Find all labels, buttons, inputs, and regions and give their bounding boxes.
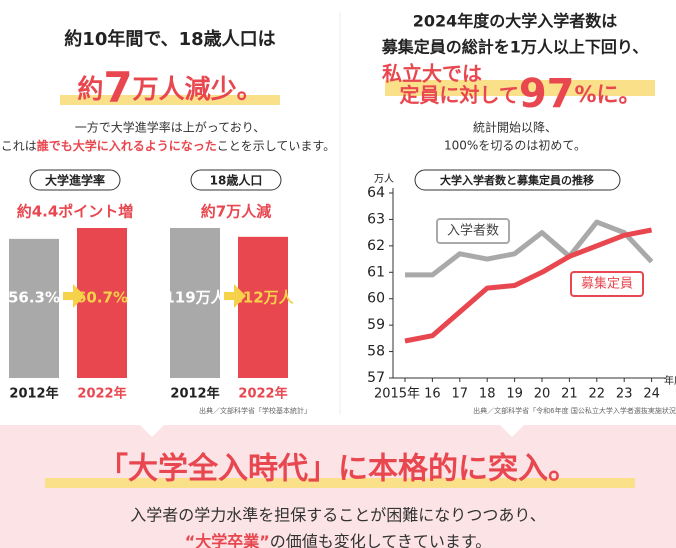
headline-part: %に。	[575, 83, 641, 108]
y-tick-label: 57	[367, 370, 385, 386]
x-tick-label: 18	[479, 387, 496, 402]
headline-part: 97	[519, 71, 575, 117]
source: 出典／文部科学省「学校基本統計」	[199, 406, 311, 415]
x-tick-label: 17	[452, 387, 469, 402]
highlight	[45, 478, 635, 488]
headline-part: 約	[77, 74, 103, 105]
highlight	[60, 95, 280, 105]
y-tick-label: 59	[367, 317, 385, 333]
lead: 2024年度の大学入学者数は	[413, 12, 618, 31]
series-line	[404, 227, 653, 344]
bar	[238, 236, 288, 378]
headline: 私立大では	[382, 62, 482, 86]
value-label: 112万人	[232, 289, 294, 307]
headline-part: 定員に対して	[399, 83, 518, 107]
x-tick-label: 20	[534, 387, 551, 402]
source: 出典／文部科学省「令和6年度 国公私立大学入学者選抜実施状況」	[473, 406, 676, 415]
series-line	[405, 219, 654, 278]
arrow	[224, 284, 246, 308]
chart-title: 18歳人口	[210, 173, 263, 188]
note-part: これは	[1, 139, 37, 153]
headline: 約7万人減少。	[77, 63, 262, 112]
note-part: ことを示しています。	[217, 139, 335, 153]
x-tick-label: 21	[561, 387, 578, 402]
x-tick-label: 16	[424, 387, 441, 402]
y-tick-label: 58	[367, 344, 385, 360]
bar	[170, 228, 220, 378]
note-part: 誰でも大学に入れるようになった	[37, 138, 217, 153]
x-tick-label: 2022年	[238, 386, 287, 402]
y-tick-label: 62	[367, 238, 385, 254]
x-tick-label: 2022年	[77, 386, 126, 402]
footer-text: 入学者の学力水準を担保することが困難になりつつあり、	[130, 506, 546, 525]
chart-subtitle: 約7万人減	[201, 203, 271, 221]
lead: 募集定員の総計を1万人以上下回り、	[381, 38, 649, 57]
note: 一方で大学進学率は上がっており、	[75, 120, 266, 135]
chart-title-pill	[29, 169, 121, 191]
highlight	[385, 80, 655, 96]
footer-title: 「大学全入時代」に本格的に突入。	[98, 452, 578, 487]
bar	[9, 238, 59, 378]
note: 100%を切るのは初めて。	[444, 139, 586, 153]
x-axis-label: 年度	[664, 374, 676, 387]
headline-part: 7	[103, 63, 132, 112]
x-tick-label: 2012年	[9, 386, 58, 402]
y-tick-label: 61	[367, 264, 385, 280]
x-tick-label: 23	[616, 387, 633, 402]
note: これは誰でも大学に入れるようになったことを示しています。	[1, 138, 335, 153]
arrow	[63, 284, 85, 308]
x-tick-label: 19	[506, 387, 523, 402]
value-label: 56.3%	[8, 289, 60, 307]
y-tick-label: 60	[367, 291, 385, 307]
chart-title: 大学入学者数と募集定員の推移	[440, 173, 594, 187]
value-label: 60.7%	[76, 289, 128, 307]
bar	[77, 228, 127, 378]
x-tick-label: 2015年	[374, 387, 420, 402]
headline: 定員に対して97%に。	[399, 71, 640, 117]
x-tick-label: 24	[643, 387, 660, 402]
footer-text-part: の価値も変化してきています。	[270, 532, 491, 548]
chart-title: 大学進学率	[45, 173, 105, 188]
x-tick-label: 22	[589, 387, 606, 402]
legend-label: 入学者数	[447, 223, 499, 239]
footer-text-part: “大学卒業”	[185, 532, 270, 548]
y-tick-label: 64	[367, 185, 385, 201]
chart-title-pill	[414, 169, 621, 191]
y-axis-label: 万人	[374, 173, 394, 185]
chart-title-pill	[190, 169, 282, 191]
legend-box	[436, 218, 510, 244]
legend-label: 募集定員	[581, 276, 633, 292]
lead: 約10年間で、18歳人口は	[64, 28, 275, 50]
value-label: 119万人	[164, 289, 226, 307]
chart-subtitle: 約4.4ポイント増	[17, 203, 134, 221]
note: 統計開始以降、	[473, 120, 557, 135]
y-tick-label: 63	[367, 211, 385, 227]
x-tick-label: 2012年	[170, 386, 219, 402]
legend-box	[570, 271, 644, 297]
headline-part: 万人減少。	[133, 75, 263, 105]
footer-text: “大学卒業”の価値も変化してきています。	[185, 532, 492, 548]
